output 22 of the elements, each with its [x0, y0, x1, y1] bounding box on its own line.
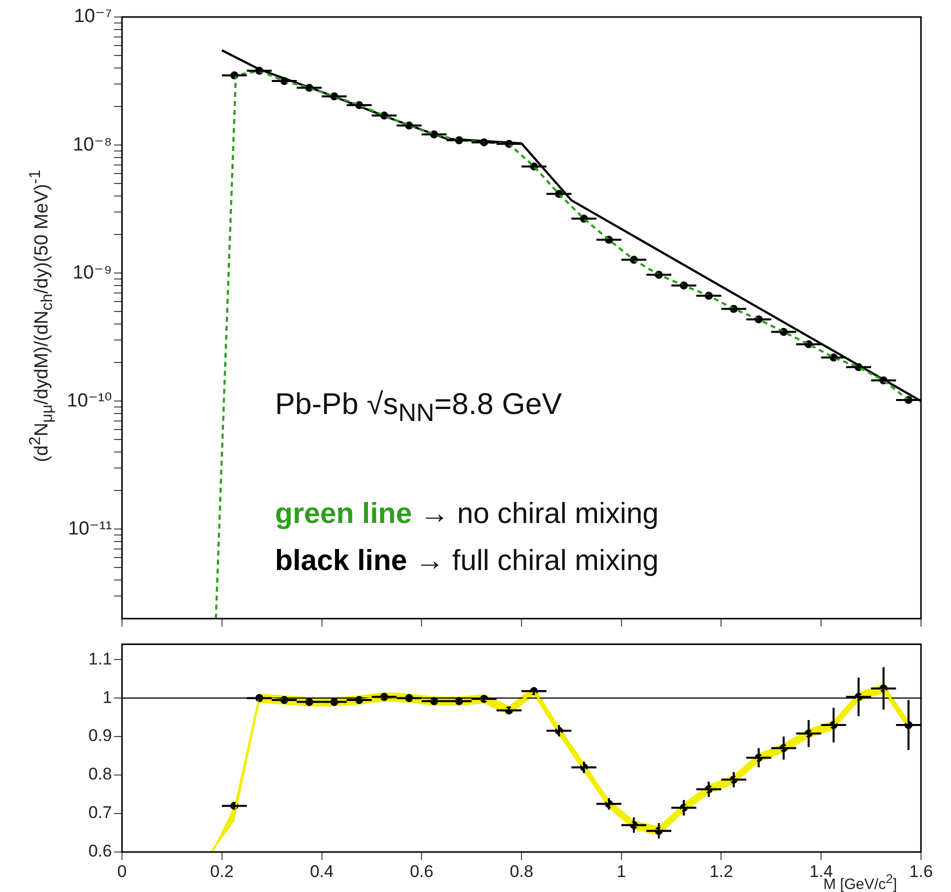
- annotation: Pb-Pb √s$_{NN}$=8.8 GeV: [275, 388, 562, 428]
- x-tick-label: 0.2: [210, 862, 234, 881]
- y-tick-label: 0.6: [88, 842, 112, 861]
- y-tick-label: 10⁻⁹: [72, 262, 112, 284]
- y-tick-label: 10⁻¹⁰: [66, 390, 112, 412]
- x-tick-label: 0.6: [410, 862, 434, 881]
- x-tick-label: 1.2: [709, 862, 734, 881]
- x-tick-label: 0.4: [310, 862, 334, 881]
- y-tick-label: 1: [102, 688, 112, 707]
- y-tick-label: 1.1: [88, 649, 112, 668]
- y-tick-label: 0.9: [88, 726, 112, 746]
- x-tick-label: 1: [616, 862, 626, 881]
- y-tick-label: 0.7: [88, 803, 112, 822]
- y-tick-label: 0.8: [88, 764, 112, 784]
- annotation: black line → full chiral mixing: [275, 545, 659, 577]
- annotation: green line → no chiral mixing: [275, 498, 659, 530]
- x-tick-label: 0.8: [510, 862, 534, 881]
- y-tick-label: 10⁻⁸: [72, 134, 112, 156]
- y-tick-label: 10⁻¹¹: [68, 518, 112, 540]
- x-tick-label: 0: [117, 862, 127, 881]
- y-tick-label: 10⁻⁷: [74, 6, 112, 28]
- x-tick-label: 1.6: [909, 862, 933, 881]
